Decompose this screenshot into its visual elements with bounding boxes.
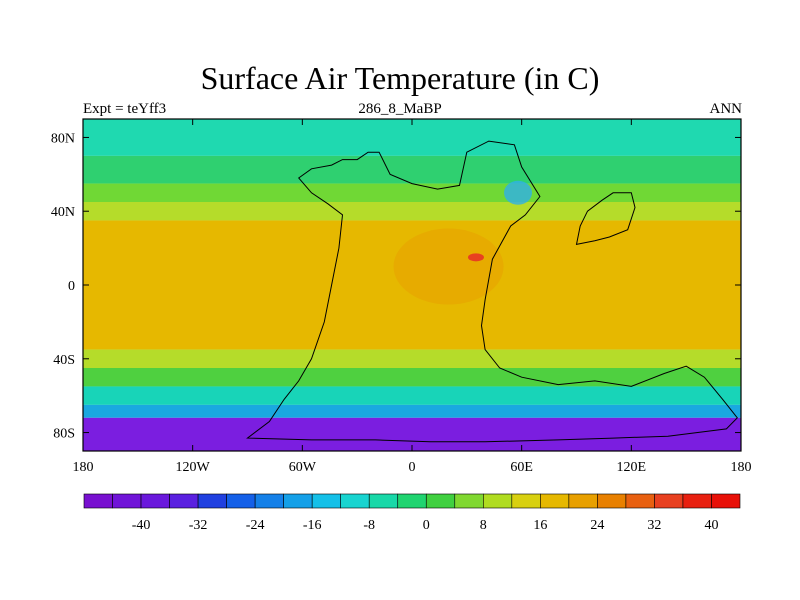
colorbar-box bbox=[654, 493, 684, 509]
temperature-band-north-high bbox=[83, 155, 741, 184]
colorbar-label: -16 bbox=[303, 518, 322, 533]
y-tick-label: 80N bbox=[51, 131, 75, 146]
experiment-label: Expt = teYff3 bbox=[83, 101, 167, 117]
colorbar-label: 24 bbox=[590, 518, 604, 533]
y-tick-label: 40N bbox=[51, 205, 75, 220]
x-tick-label: 180 bbox=[73, 460, 94, 475]
colorbar-box bbox=[140, 493, 170, 509]
colorbar-box bbox=[112, 493, 142, 509]
x-tick-label: 60W bbox=[289, 460, 317, 475]
colorbar-box bbox=[283, 493, 313, 509]
continent-outline-east bbox=[575, 192, 636, 246]
colorbar-box bbox=[311, 493, 341, 509]
temperature-band-north-mid bbox=[83, 183, 741, 202]
plot-title: Surface Air Temperature (in C) bbox=[200, 60, 600, 96]
colorbar-label: 8 bbox=[480, 518, 487, 533]
colorbar-box bbox=[682, 493, 712, 509]
x-tick-label: 180 bbox=[731, 460, 752, 475]
colorbar-label: -40 bbox=[132, 518, 151, 533]
y-tick-label: 0 bbox=[68, 279, 75, 294]
age-label: 286_8_MaBP bbox=[358, 101, 442, 117]
continent-outline-pangea bbox=[246, 140, 738, 443]
x-tick-label: 120E bbox=[617, 460, 647, 475]
x-tick-label: 60E bbox=[510, 460, 533, 475]
colorbar-box bbox=[397, 493, 427, 509]
colorbar-box bbox=[425, 493, 456, 509]
y-tick-label: 80S bbox=[53, 427, 75, 442]
temperature-band-north-polar bbox=[83, 119, 741, 156]
colorbar-box bbox=[568, 493, 598, 509]
colorbar-box bbox=[340, 493, 370, 509]
temperature-band-south-cold bbox=[83, 404, 741, 418]
colorbar-box bbox=[511, 493, 541, 509]
colorbar-box bbox=[711, 493, 741, 509]
colorbar-box bbox=[169, 493, 199, 509]
hot-spot bbox=[467, 253, 484, 262]
colorbar-label: -8 bbox=[363, 518, 375, 533]
temperature-band-north-subtropic bbox=[83, 202, 741, 221]
colorbar-label: 16 bbox=[533, 518, 547, 533]
temperature-band-south-subtropic bbox=[83, 349, 741, 368]
x-tick-label: 120W bbox=[176, 460, 211, 475]
colorbar-label: 0 bbox=[423, 518, 430, 533]
colorbar-box bbox=[454, 493, 484, 509]
colorbar-label: -24 bbox=[246, 518, 265, 533]
temperature-band-south-mid bbox=[83, 368, 741, 387]
colorbar-box bbox=[226, 493, 256, 509]
continental-warm-region bbox=[393, 228, 504, 305]
colorbar-box bbox=[597, 493, 627, 509]
season-label: ANN bbox=[709, 101, 743, 117]
colorbar-label: 40 bbox=[704, 518, 718, 533]
colorbar-label: -32 bbox=[189, 518, 208, 533]
y-tick-label: 40S bbox=[53, 353, 75, 368]
colorbar-box bbox=[254, 493, 284, 509]
colorbar-box bbox=[625, 493, 655, 509]
colorbar-box bbox=[83, 493, 113, 509]
x-tick-label: 0 bbox=[409, 460, 416, 475]
temperature-band-south-high bbox=[83, 386, 741, 405]
colorbar-label: 32 bbox=[647, 518, 661, 533]
colorbar-box bbox=[540, 493, 570, 509]
colorbar-box bbox=[368, 493, 399, 509]
colorbar-box bbox=[483, 493, 513, 509]
cold-spot bbox=[504, 180, 533, 205]
colorbar-box bbox=[197, 493, 227, 509]
